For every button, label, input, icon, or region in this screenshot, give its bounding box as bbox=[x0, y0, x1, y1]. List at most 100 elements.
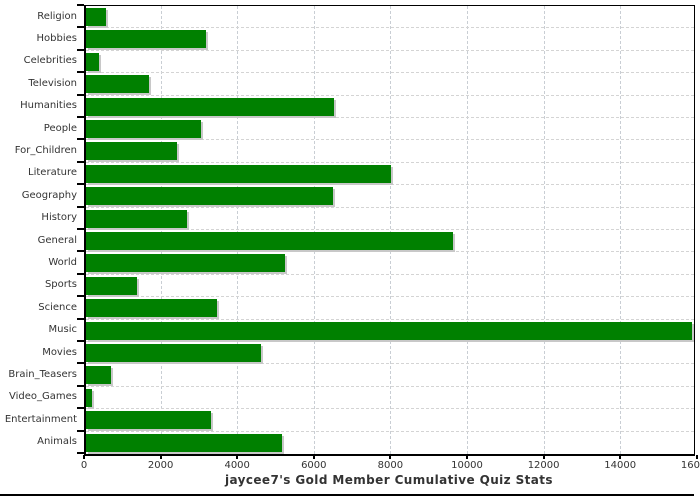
y-axis-tick bbox=[77, 429, 84, 432]
gridline-horizontal bbox=[86, 408, 694, 410]
x-tick-label: 14000 bbox=[604, 460, 637, 471]
gridline-horizontal bbox=[86, 184, 694, 186]
bar-brain_teasers bbox=[86, 366, 111, 385]
gridline-horizontal bbox=[86, 341, 694, 342]
y-axis-tick bbox=[77, 116, 84, 118]
x-axis-tick bbox=[236, 455, 239, 459]
x-axis-tick bbox=[542, 455, 545, 459]
plot-area bbox=[84, 5, 695, 456]
y-axis-tick bbox=[77, 205, 84, 208]
category-label: For_Children bbox=[14, 145, 77, 157]
gridline-horizontal bbox=[86, 72, 694, 74]
gridline-vertical bbox=[390, 6, 392, 454]
gridline-horizontal bbox=[86, 363, 694, 365]
y-axis-tick bbox=[77, 272, 84, 275]
category-label: Geography bbox=[21, 189, 77, 201]
bar-humanities bbox=[86, 97, 335, 116]
bar-people bbox=[86, 120, 201, 138]
gridline-horizontal bbox=[86, 117, 694, 118]
category-label: Science bbox=[38, 301, 77, 313]
bar-science bbox=[86, 299, 218, 318]
gridline-horizontal bbox=[86, 27, 694, 29]
category-label: Hobbies bbox=[36, 33, 77, 45]
bar-general bbox=[86, 232, 453, 250]
gridline-horizontal bbox=[86, 296, 694, 298]
gridline-horizontal bbox=[86, 161, 694, 163]
y-axis-tick bbox=[77, 160, 84, 163]
x-axis-tick bbox=[466, 455, 468, 459]
bar-animals bbox=[86, 433, 283, 452]
category-label: Video_Games bbox=[9, 391, 77, 403]
bottom-rule bbox=[0, 494, 694, 496]
gridline-horizontal bbox=[86, 430, 694, 432]
y-axis-tick bbox=[77, 384, 84, 387]
x-tick-label: 8000 bbox=[377, 460, 404, 471]
gridline-horizontal bbox=[86, 139, 694, 141]
category-label: Movies bbox=[42, 346, 77, 358]
category-label: Entertainment bbox=[4, 413, 77, 425]
gridline-vertical bbox=[543, 6, 545, 454]
category-label: Music bbox=[48, 324, 77, 336]
bar-music bbox=[86, 321, 692, 340]
y-axis-tick bbox=[77, 317, 84, 320]
gridline-vertical bbox=[313, 6, 315, 454]
x-axis-tick bbox=[619, 455, 622, 459]
bar-world bbox=[86, 254, 286, 273]
gridline-vertical bbox=[467, 6, 468, 454]
category-label: Literature bbox=[28, 167, 77, 179]
gridline-vertical bbox=[160, 6, 162, 454]
bar-geography bbox=[86, 187, 334, 206]
x-tick-label: 4000 bbox=[224, 460, 250, 471]
bar-history bbox=[86, 209, 188, 228]
x-axis-tick bbox=[389, 455, 392, 459]
gridline-horizontal bbox=[86, 318, 694, 320]
bar-for_children bbox=[86, 142, 178, 161]
category-label: Brain_Teasers bbox=[8, 369, 77, 381]
category-label: Celebrities bbox=[23, 55, 77, 67]
gridline-horizontal bbox=[86, 229, 694, 230]
gridline-horizontal bbox=[86, 385, 694, 387]
y-axis-tick bbox=[77, 93, 84, 96]
category-label: World bbox=[48, 257, 77, 269]
gridline-horizontal bbox=[86, 273, 694, 275]
y-axis-tick bbox=[77, 4, 84, 6]
y-axis-tick bbox=[77, 340, 84, 342]
category-label: General bbox=[37, 234, 77, 246]
category-label: Sports bbox=[44, 279, 77, 291]
x-axis-tick bbox=[312, 455, 315, 459]
y-axis-tick bbox=[77, 48, 84, 51]
bar-entertainment bbox=[86, 411, 211, 430]
gridline-horizontal bbox=[86, 94, 694, 96]
category-label: Animals bbox=[37, 436, 77, 448]
y-axis-tick bbox=[77, 71, 84, 74]
category-label: History bbox=[41, 212, 77, 224]
bar-religion bbox=[86, 8, 107, 26]
y-axis-tick bbox=[77, 26, 84, 29]
bar-literature bbox=[86, 164, 391, 183]
gridline-vertical bbox=[620, 6, 622, 454]
y-axis-tick bbox=[77, 250, 84, 253]
y-axis-tick bbox=[77, 228, 84, 230]
category-label: Religion bbox=[37, 10, 77, 22]
y-axis-tick bbox=[77, 362, 84, 365]
chart-title: jaycee7's Gold Member Cumulative Quiz St… bbox=[225, 473, 553, 487]
y-axis-tick bbox=[77, 452, 84, 454]
y-axis-tick bbox=[77, 295, 84, 298]
bar-sports bbox=[86, 276, 137, 295]
y-axis-tick bbox=[77, 407, 84, 410]
category-label: People bbox=[43, 122, 77, 134]
category-label: Television bbox=[28, 77, 77, 89]
y-axis-tick bbox=[77, 183, 84, 186]
x-axis-tick bbox=[695, 455, 698, 459]
gridline-horizontal bbox=[86, 206, 694, 208]
x-axis-tick bbox=[83, 455, 85, 459]
x-tick-label: 2000 bbox=[147, 460, 174, 471]
bar-hobbies bbox=[86, 30, 207, 49]
x-tick-label: 6000 bbox=[301, 460, 327, 471]
x-tick-label: 16000 bbox=[680, 460, 700, 471]
y-axis-tick bbox=[77, 138, 84, 141]
bar-video_games bbox=[86, 388, 93, 407]
x-tick-label: 0 bbox=[80, 460, 88, 471]
bar-celebrities bbox=[86, 52, 100, 71]
